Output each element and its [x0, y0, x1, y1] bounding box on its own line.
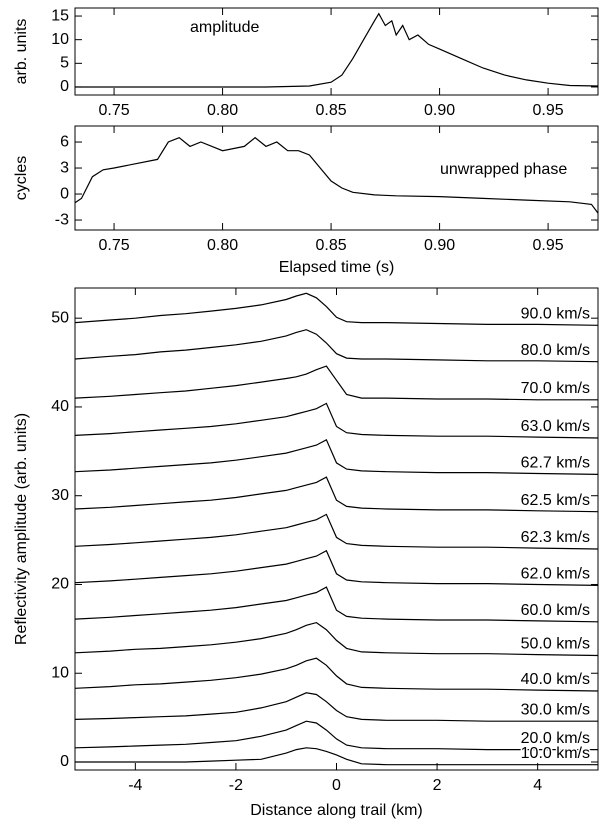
x-tick-label: 0.95 — [533, 102, 564, 119]
data-line — [74, 136, 599, 214]
x-tick-label: 0.75 — [98, 237, 129, 254]
y-tick-label: 50 — [51, 309, 69, 326]
data-line — [74, 513, 599, 550]
series-label: 10.0 km/s — [521, 745, 590, 762]
data-line — [74, 692, 598, 722]
x-tick-label: -2 — [229, 777, 243, 794]
data-line — [74, 720, 598, 751]
y-axis-label: cycles — [13, 156, 30, 200]
x-tick-label: 0.80 — [207, 102, 238, 119]
series-label: 80.0 km/s — [521, 342, 590, 359]
data-line — [75, 747, 598, 766]
data-line — [74, 329, 599, 363]
y-tick-label: 5 — [60, 55, 69, 72]
y-tick-label: 40 — [51, 398, 69, 415]
x-tick-label: 4 — [533, 777, 542, 794]
plot-frame — [74, 7, 599, 96]
data-line — [74, 402, 599, 439]
series-label: 40.0 km/s — [521, 671, 590, 688]
data-line — [74, 365, 598, 401]
y-tick-label: 15 — [51, 7, 69, 24]
y-tick-label: 0 — [60, 185, 69, 202]
annotation: amplitude — [190, 19, 259, 36]
plot-frame — [74, 125, 599, 231]
data-line — [74, 657, 599, 692]
y-axis-label: Reflectivity amplitude (arb. units) — [13, 413, 30, 645]
data-line — [74, 549, 599, 586]
series-label: 62.0 km/s — [521, 566, 590, 583]
data-line — [74, 476, 599, 513]
x-tick-label: 0 — [332, 777, 341, 794]
data-line — [74, 586, 599, 623]
data-line — [74, 621, 599, 657]
x-tick-label: 0.85 — [316, 237, 347, 254]
x-tick-label: 0.90 — [424, 237, 455, 254]
y-tick-label: 20 — [51, 576, 69, 593]
series-label: 60.0 km/s — [521, 602, 590, 619]
x-tick-label: -4 — [128, 777, 142, 794]
x-tick-label: 0.80 — [207, 237, 238, 254]
series-label: 20.0 km/s — [521, 730, 590, 747]
y-tick-label: 0 — [60, 753, 69, 770]
series-label: 62.5 km/s — [521, 492, 590, 509]
y-tick-label: 30 — [51, 487, 69, 504]
series-label: 90.0 km/s — [521, 306, 590, 323]
x-axis-label: Elapsed time (s) — [279, 259, 395, 276]
y-axis-label: arb. units — [13, 19, 30, 85]
x-tick-label: 2 — [433, 777, 442, 794]
x-axis-label: Distance along trail (km) — [250, 802, 423, 819]
y-tick-label: 6 — [60, 133, 69, 150]
y-tick-label: -3 — [55, 211, 69, 228]
series-label: 50.0 km/s — [521, 636, 590, 653]
data-line — [74, 292, 599, 326]
x-tick-label: 0.90 — [424, 102, 455, 119]
y-tick-label: 3 — [60, 159, 69, 176]
y-tick-label: 0 — [60, 78, 69, 95]
data-line — [74, 438, 599, 475]
series-label: 62.7 km/s — [521, 455, 590, 472]
y-tick-label: 10 — [51, 31, 69, 48]
data-line — [75, 12, 599, 88]
series-label: 30.0 km/s — [521, 701, 590, 718]
series-label: 62.3 km/s — [521, 529, 590, 546]
series-label: 63.0 km/s — [521, 418, 590, 435]
x-tick-label: 0.85 — [316, 102, 347, 119]
series-label: 70.0 km/s — [521, 380, 590, 397]
x-tick-label: 0.95 — [533, 237, 564, 254]
y-tick-label: 10 — [51, 664, 69, 681]
annotation: unwrapped phase — [440, 161, 567, 178]
x-tick-label: 0.75 — [98, 102, 129, 119]
